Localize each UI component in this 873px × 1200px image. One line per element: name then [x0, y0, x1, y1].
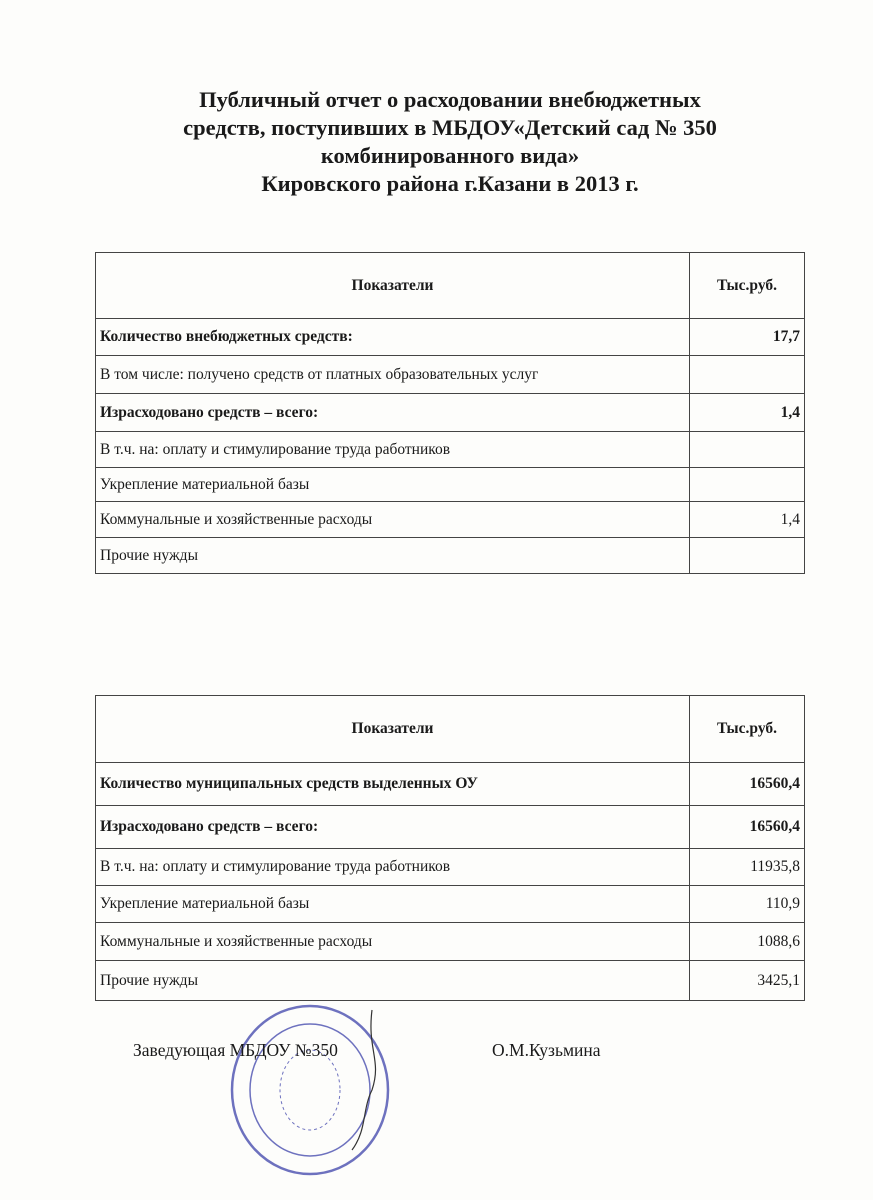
extrabudget-table: Показатели Тыс.руб. Количество внебюджет…: [95, 252, 805, 574]
table-row: В т.ч. на: оплату и стимулирование труда…: [95, 848, 805, 886]
row-label: В т.ч. на: оплату и стимулирование труда…: [95, 848, 690, 886]
row-label: Израсходовано средств – всего:: [95, 805, 690, 849]
row-label: Количество муниципальных средств выделен…: [95, 762, 690, 806]
table-row: Коммунальные и хозяйственные расходы 1088…: [95, 922, 805, 961]
row-label: В т.ч. на: оплату и стимулирование труда…: [95, 431, 690, 468]
signature-name: О.М.Кузьмина: [492, 1040, 601, 1060]
header-indicators: Показатели: [95, 252, 690, 319]
table-row: Прочие нужды 3425,1: [95, 960, 805, 1001]
row-label: Израсходовано средств – всего:: [95, 393, 690, 432]
row-value: 3425,1: [689, 960, 805, 1001]
row-value: 16560,4: [689, 762, 805, 806]
table-row: Израсходовано средств – всего: 1,4: [95, 393, 805, 432]
row-label: Укрепление материальной базы: [95, 885, 690, 923]
table-row: Израсходовано средств – всего: 16560,4: [95, 805, 805, 849]
row-value: [689, 467, 805, 502]
row-value: 11935,8: [689, 848, 805, 886]
table-row: Количество внебюджетных средств: 17,7: [95, 318, 805, 356]
table-header-row: Показатели Тыс.руб.: [95, 252, 805, 319]
table-row: Укрепление материальной базы 110,9: [95, 885, 805, 923]
row-label: Укрепление материальной базы: [95, 467, 690, 502]
row-value: 1,4: [689, 393, 805, 432]
table-row: Коммунальные и хозяйственные расходы 1,4: [95, 501, 805, 538]
row-label: Коммунальные и хозяйственные расходы: [95, 501, 690, 538]
title-line: Кировского района г.Казани в 2013 г.: [261, 171, 639, 196]
table-row: Прочие нужды: [95, 537, 805, 574]
row-value: 110,9: [689, 885, 805, 923]
table-row: В том числе: получено средств от платных…: [95, 355, 805, 394]
signature-position: Заведующая МБДОУ №350: [133, 1040, 338, 1060]
row-value: 1,4: [689, 501, 805, 538]
row-value: [689, 355, 805, 394]
row-value: 17,7: [689, 318, 805, 356]
table-row: Количество муниципальных средств выделен…: [95, 762, 805, 806]
row-value: 1088,6: [689, 922, 805, 961]
title-line: Публичный отчет о расходовании внебюджет…: [199, 87, 701, 112]
row-value: [689, 537, 805, 574]
row-label: Количество внебюджетных средств:: [95, 318, 690, 356]
official-stamp: [230, 1004, 390, 1176]
table-row: В т.ч. на: оплату и стимулирование труда…: [95, 431, 805, 468]
row-value: 16560,4: [689, 805, 805, 849]
row-label: Коммунальные и хозяйственные расходы: [95, 922, 690, 961]
header-amount: Тыс.руб.: [689, 695, 805, 763]
signature-mark: [351, 1009, 377, 1151]
document-title: Публичный отчет о расходовании внебюджет…: [90, 86, 810, 198]
table-row: Укрепление материальной базы: [95, 467, 805, 502]
row-label: Прочие нужды: [95, 960, 690, 1001]
row-label: Прочие нужды: [95, 537, 690, 574]
title-line: средств, поступивших в МБДОУ«Детский сад…: [183, 115, 717, 140]
row-label: В том числе: получено средств от платных…: [95, 355, 690, 394]
row-value: [689, 431, 805, 468]
title-line: комбинированного вида»: [320, 143, 580, 168]
municipal-funds-table: Показатели Тыс.руб. Количество муниципал…: [95, 695, 805, 1001]
table-header-row: Показатели Тыс.руб.: [95, 695, 805, 763]
header-amount: Тыс.руб.: [689, 252, 805, 319]
header-indicators: Показатели: [95, 695, 690, 763]
